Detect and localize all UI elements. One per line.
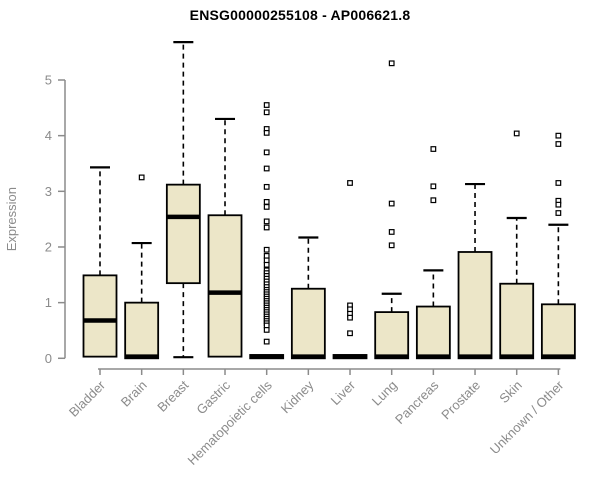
box-breast bbox=[165, 183, 201, 285]
box-lung bbox=[374, 311, 410, 360]
box-gastric bbox=[207, 214, 243, 358]
x-tick-label-kidney: Kidney bbox=[278, 377, 317, 416]
outlier-point-hematopoietic-cells bbox=[263, 183, 270, 190]
outlier-point-lung bbox=[388, 200, 395, 207]
outlier-point-pancreas bbox=[430, 197, 437, 204]
outlier-point-unknown-other bbox=[555, 132, 562, 139]
outlier-point-hematopoietic-cells bbox=[263, 246, 270, 253]
outlier-point-unknown-other bbox=[555, 210, 562, 216]
box-bladder bbox=[82, 274, 118, 358]
outlier-point-lung bbox=[388, 60, 395, 67]
outlier-point-hematopoietic-cells bbox=[263, 327, 270, 333]
x-tick-label-gastric: Gastric bbox=[193, 377, 233, 417]
x-tick-label-pancreas: Pancreas bbox=[392, 377, 442, 427]
x-tick-label-brain: Brain bbox=[118, 378, 150, 410]
y-axis-title: Expression bbox=[4, 187, 19, 251]
outlier-point-hematopoietic-cells bbox=[263, 338, 270, 345]
y-tick-label: 0 bbox=[45, 351, 52, 366]
x-tick-label-prostate: Prostate bbox=[438, 378, 483, 423]
outlier-point-brain bbox=[138, 174, 145, 181]
outlier-point-hematopoietic-cells bbox=[263, 204, 270, 210]
y-tick-label: 4 bbox=[45, 128, 52, 143]
box-skin bbox=[499, 282, 535, 360]
outlier-point-hematopoietic-cells bbox=[263, 102, 270, 108]
outlier-point-hematopoietic-cells bbox=[263, 261, 270, 268]
outlier-point-unknown-other bbox=[555, 180, 562, 186]
box-kidney bbox=[290, 287, 326, 360]
outlier-point-hematopoietic-cells bbox=[263, 218, 270, 225]
outlier-point-hematopoietic-cells bbox=[263, 224, 270, 231]
box-prostate bbox=[457, 251, 493, 360]
box-brain bbox=[124, 301, 160, 360]
outlier-point-hematopoietic-cells bbox=[263, 165, 270, 172]
box-pancreas bbox=[415, 305, 451, 360]
outlier-point-hematopoietic-cells bbox=[263, 149, 270, 156]
x-tick-label-breast: Breast bbox=[154, 377, 191, 414]
outlier-point-liver bbox=[347, 180, 353, 186]
outlier-point-hematopoietic-cells bbox=[263, 109, 270, 116]
outlier-point-lung bbox=[388, 242, 395, 249]
y-tick-label: 1 bbox=[45, 295, 52, 310]
chart-title: ENSG00000255108 - AP006621.8 bbox=[189, 7, 411, 23]
outlier-point-liver bbox=[347, 314, 353, 321]
outlier-point-liver bbox=[347, 330, 353, 337]
x-tick-label-bladder: Bladder bbox=[66, 377, 109, 420]
x-tick-label-liver: Liver bbox=[328, 377, 359, 408]
outlier-point-skin bbox=[513, 130, 520, 137]
outlier-point-unknown-other bbox=[555, 141, 562, 147]
outlier-point-lung bbox=[388, 229, 395, 235]
outlier-point-pancreas bbox=[430, 183, 437, 190]
y-tick-label: 2 bbox=[45, 239, 52, 254]
outlier-point-pancreas bbox=[430, 146, 437, 152]
outlier-point-hematopoietic-cells bbox=[263, 198, 270, 205]
x-tick-label-skin: Skin bbox=[496, 378, 524, 406]
outlier-point-hematopoietic-cells bbox=[263, 129, 270, 136]
y-tick-label: 5 bbox=[45, 73, 52, 88]
y-tick-label: 3 bbox=[45, 184, 52, 199]
box-unknown-other bbox=[540, 303, 576, 360]
outlier-point-unknown-other bbox=[555, 201, 562, 208]
x-tick-label-unknown-other: Unknown / Other bbox=[487, 377, 567, 457]
x-tick-label-lung: Lung bbox=[369, 378, 400, 409]
